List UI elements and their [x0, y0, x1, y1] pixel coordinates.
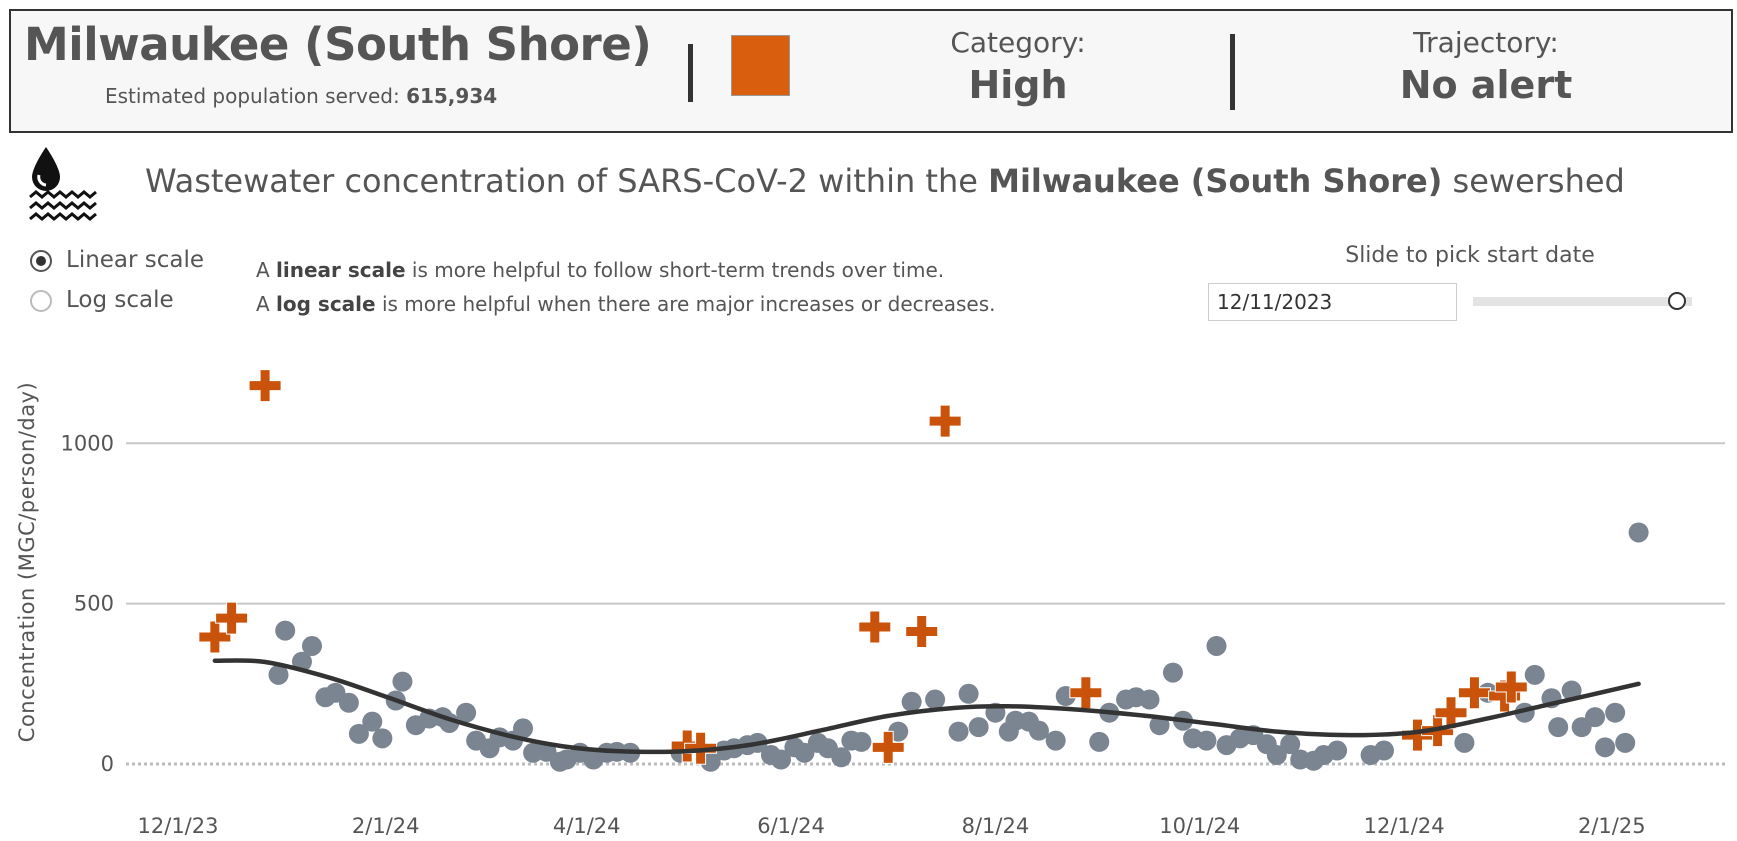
flagged-sample-cross	[1434, 696, 1468, 730]
help-text: is more helpful when there are major inc…	[381, 292, 996, 316]
flagged-sample-cross	[248, 369, 282, 403]
x-tick-label: 2/1/24	[352, 814, 420, 838]
sample-point	[925, 689, 946, 710]
sample-point	[1089, 731, 1110, 752]
flagged-sample-cross	[905, 615, 939, 649]
linear-scale-help: A linear scale is more helpful to follow…	[256, 258, 944, 282]
x-tick-label: 10/1/24	[1159, 814, 1240, 838]
help-text: is more helpful to follow short-term tre…	[411, 258, 945, 282]
site-title: Milwaukee (South Shore)	[24, 18, 652, 71]
sample-point	[1206, 635, 1227, 656]
sample-point	[372, 728, 393, 749]
flagged-sample-cross	[858, 610, 892, 644]
population-served: Estimated population served: 615,934	[105, 84, 497, 108]
flagged-sample-cross	[1457, 676, 1491, 710]
start-date-slider-track[interactable]	[1473, 297, 1692, 306]
chart-subtitle: Wastewater concentration of SARS-CoV-2 w…	[145, 162, 1625, 200]
sample-point	[302, 635, 322, 656]
trend-line	[212, 658, 1641, 755]
sample-point	[348, 723, 369, 744]
x-tick-label: 6/1/24	[757, 814, 825, 838]
sample-point	[1327, 740, 1348, 761]
flagged-sample-cross	[871, 730, 905, 764]
sample-point	[513, 718, 534, 739]
sample-point	[1454, 732, 1475, 753]
sample-point	[275, 620, 296, 641]
sample-point	[851, 731, 872, 752]
sample-point	[968, 717, 989, 738]
population-label: Estimated population served:	[105, 84, 400, 108]
water-drop-waves-icon	[29, 147, 97, 221]
linear-scale-label[interactable]: Linear scale	[66, 247, 205, 273]
flagged-sample-cross	[198, 620, 232, 654]
log-scale-radio[interactable]	[30, 290, 52, 312]
sample-point	[1374, 740, 1394, 761]
sample-point	[362, 711, 383, 732]
sample-point	[901, 691, 922, 712]
sample-point	[392, 671, 413, 692]
sample-point	[1139, 689, 1160, 710]
category-block: Category: High	[858, 26, 1178, 107]
category-label: Category:	[950, 26, 1086, 59]
divider	[1230, 34, 1235, 110]
sample-point	[1561, 680, 1582, 701]
population-value: 615,934	[406, 84, 498, 108]
sample-point	[1045, 730, 1066, 751]
flagged-sample-cross	[1069, 676, 1103, 710]
sample-point	[771, 749, 791, 770]
log-scale-help: A log scale is more helpful when there a…	[256, 292, 996, 316]
subtitle-suffix: sewershed	[1452, 162, 1625, 200]
subtitle-prefix: Wastewater concentration of SARS-CoV-2 w…	[145, 162, 978, 200]
help-text: A	[256, 292, 270, 316]
x-tick-label: 2/1/25	[1578, 814, 1646, 838]
sample-point	[1595, 737, 1616, 758]
sample-point	[1605, 702, 1626, 723]
divider	[688, 44, 693, 102]
sample-point	[1162, 662, 1183, 683]
category-color-swatch	[731, 35, 790, 96]
x-tick-label: 12/1/23	[138, 814, 219, 838]
sample-point	[1524, 664, 1545, 685]
linear-scale-radio[interactable]	[30, 250, 52, 272]
sample-point	[1196, 730, 1217, 751]
x-tick-label: 12/1/24	[1364, 814, 1445, 838]
sample-point	[456, 702, 477, 723]
sample-point	[958, 683, 979, 704]
sample-point	[1266, 745, 1287, 766]
trajectory-block: Trajectory: No alert	[1326, 26, 1646, 107]
flagged-sample-cross	[215, 601, 249, 635]
sample-point	[1585, 707, 1606, 728]
y-tick-label: 1000	[61, 431, 114, 455]
flagged-sample-cross	[928, 404, 962, 438]
sample-point	[948, 721, 969, 742]
sample-point	[1028, 720, 1049, 741]
help-bold: linear scale	[276, 258, 406, 282]
y-tick-label: 0	[101, 752, 114, 776]
help-bold: log scale	[276, 292, 376, 316]
start-date-input[interactable]	[1208, 283, 1457, 321]
x-tick-label: 8/1/24	[962, 814, 1030, 838]
category-value: High	[968, 63, 1068, 107]
sample-point	[1615, 732, 1636, 753]
trajectory-value: No alert	[1399, 63, 1573, 107]
sample-point	[1280, 734, 1301, 755]
trajectory-label: Trajectory:	[1413, 26, 1559, 59]
flagged-sample-cross	[1494, 670, 1528, 704]
start-date-slider-thumb[interactable]	[1667, 292, 1686, 310]
subtitle-site: Milwaukee (South Shore)	[988, 162, 1443, 200]
sample-point	[338, 692, 359, 713]
sample-point	[831, 747, 852, 768]
sample-point	[268, 664, 289, 685]
start-date-slider-label: Slide to pick start date	[1345, 243, 1595, 268]
sample-point	[1628, 522, 1649, 543]
help-text: A	[256, 258, 270, 282]
y-tick-label: 500	[74, 592, 114, 616]
sample-point	[1548, 717, 1569, 738]
log-scale-label[interactable]: Log scale	[66, 287, 174, 313]
x-tick-label: 4/1/24	[553, 814, 621, 838]
site-summary-header	[9, 9, 1733, 133]
